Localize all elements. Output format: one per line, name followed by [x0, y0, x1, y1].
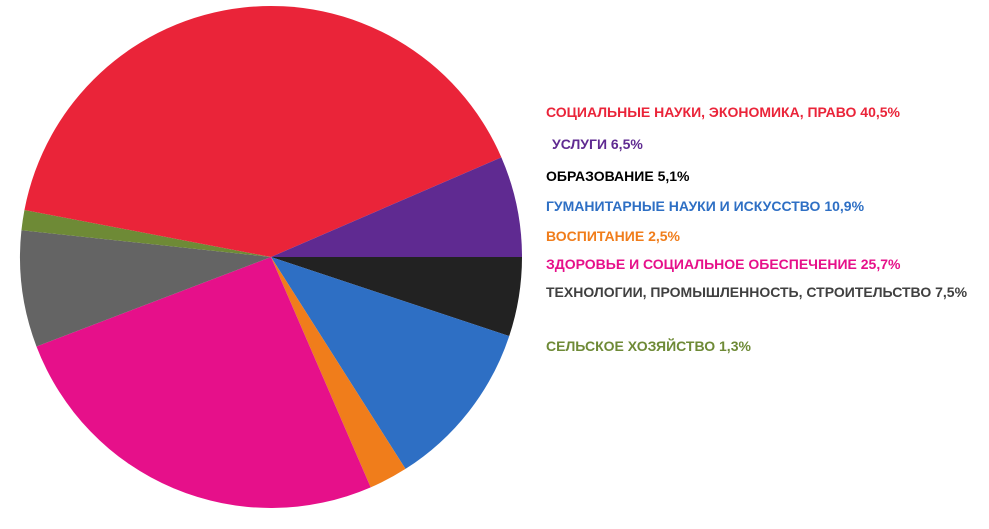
pie-slice-2: [271, 257, 510, 469]
pie-slice-1: [271, 257, 522, 337]
legend-item-6: ЗДОРОВЬЕ И СОЦИАЛЬНОЕ ОБЕСПЕЧЕНИЕ 25,7%: [546, 256, 901, 272]
legend-item-2: УСЛУГИ 6,5%: [552, 136, 643, 152]
legend-item-1: СОЦИАЛЬНЫЕ НАУКИ, ЭКОНОМИКА, ПРАВО 40,5%: [546, 104, 901, 120]
legend-item-8: СЕЛЬСКОЕ ХОЗЯЙСТВО 1,3%: [546, 338, 751, 354]
pie-slice-4: [36, 257, 371, 509]
pie-chart: [19, 6, 522, 509]
legend-item-7: ТЕХНОЛОГИИ, ПРОМЫШЛЕННОСТЬ, СТРОИТЕЛЬСТВ…: [546, 284, 968, 300]
pie-slice-5: [19, 230, 271, 347]
legend-item-3: ОБРАЗОВАНИЕ 5,1%: [546, 168, 690, 184]
pie-slice-6: [21, 209, 272, 257]
pie-slice-3: [271, 257, 406, 488]
legend-item-4: ГУМАНИТАРНЫЕ НАУКИ И ИСКУССТВО 10,9%: [546, 198, 865, 214]
pie-slice-8: [271, 157, 522, 257]
legend-item-5: ВОСПИТАНИЕ 2,5%: [546, 228, 680, 244]
pie-slice-7: [24, 6, 502, 258]
